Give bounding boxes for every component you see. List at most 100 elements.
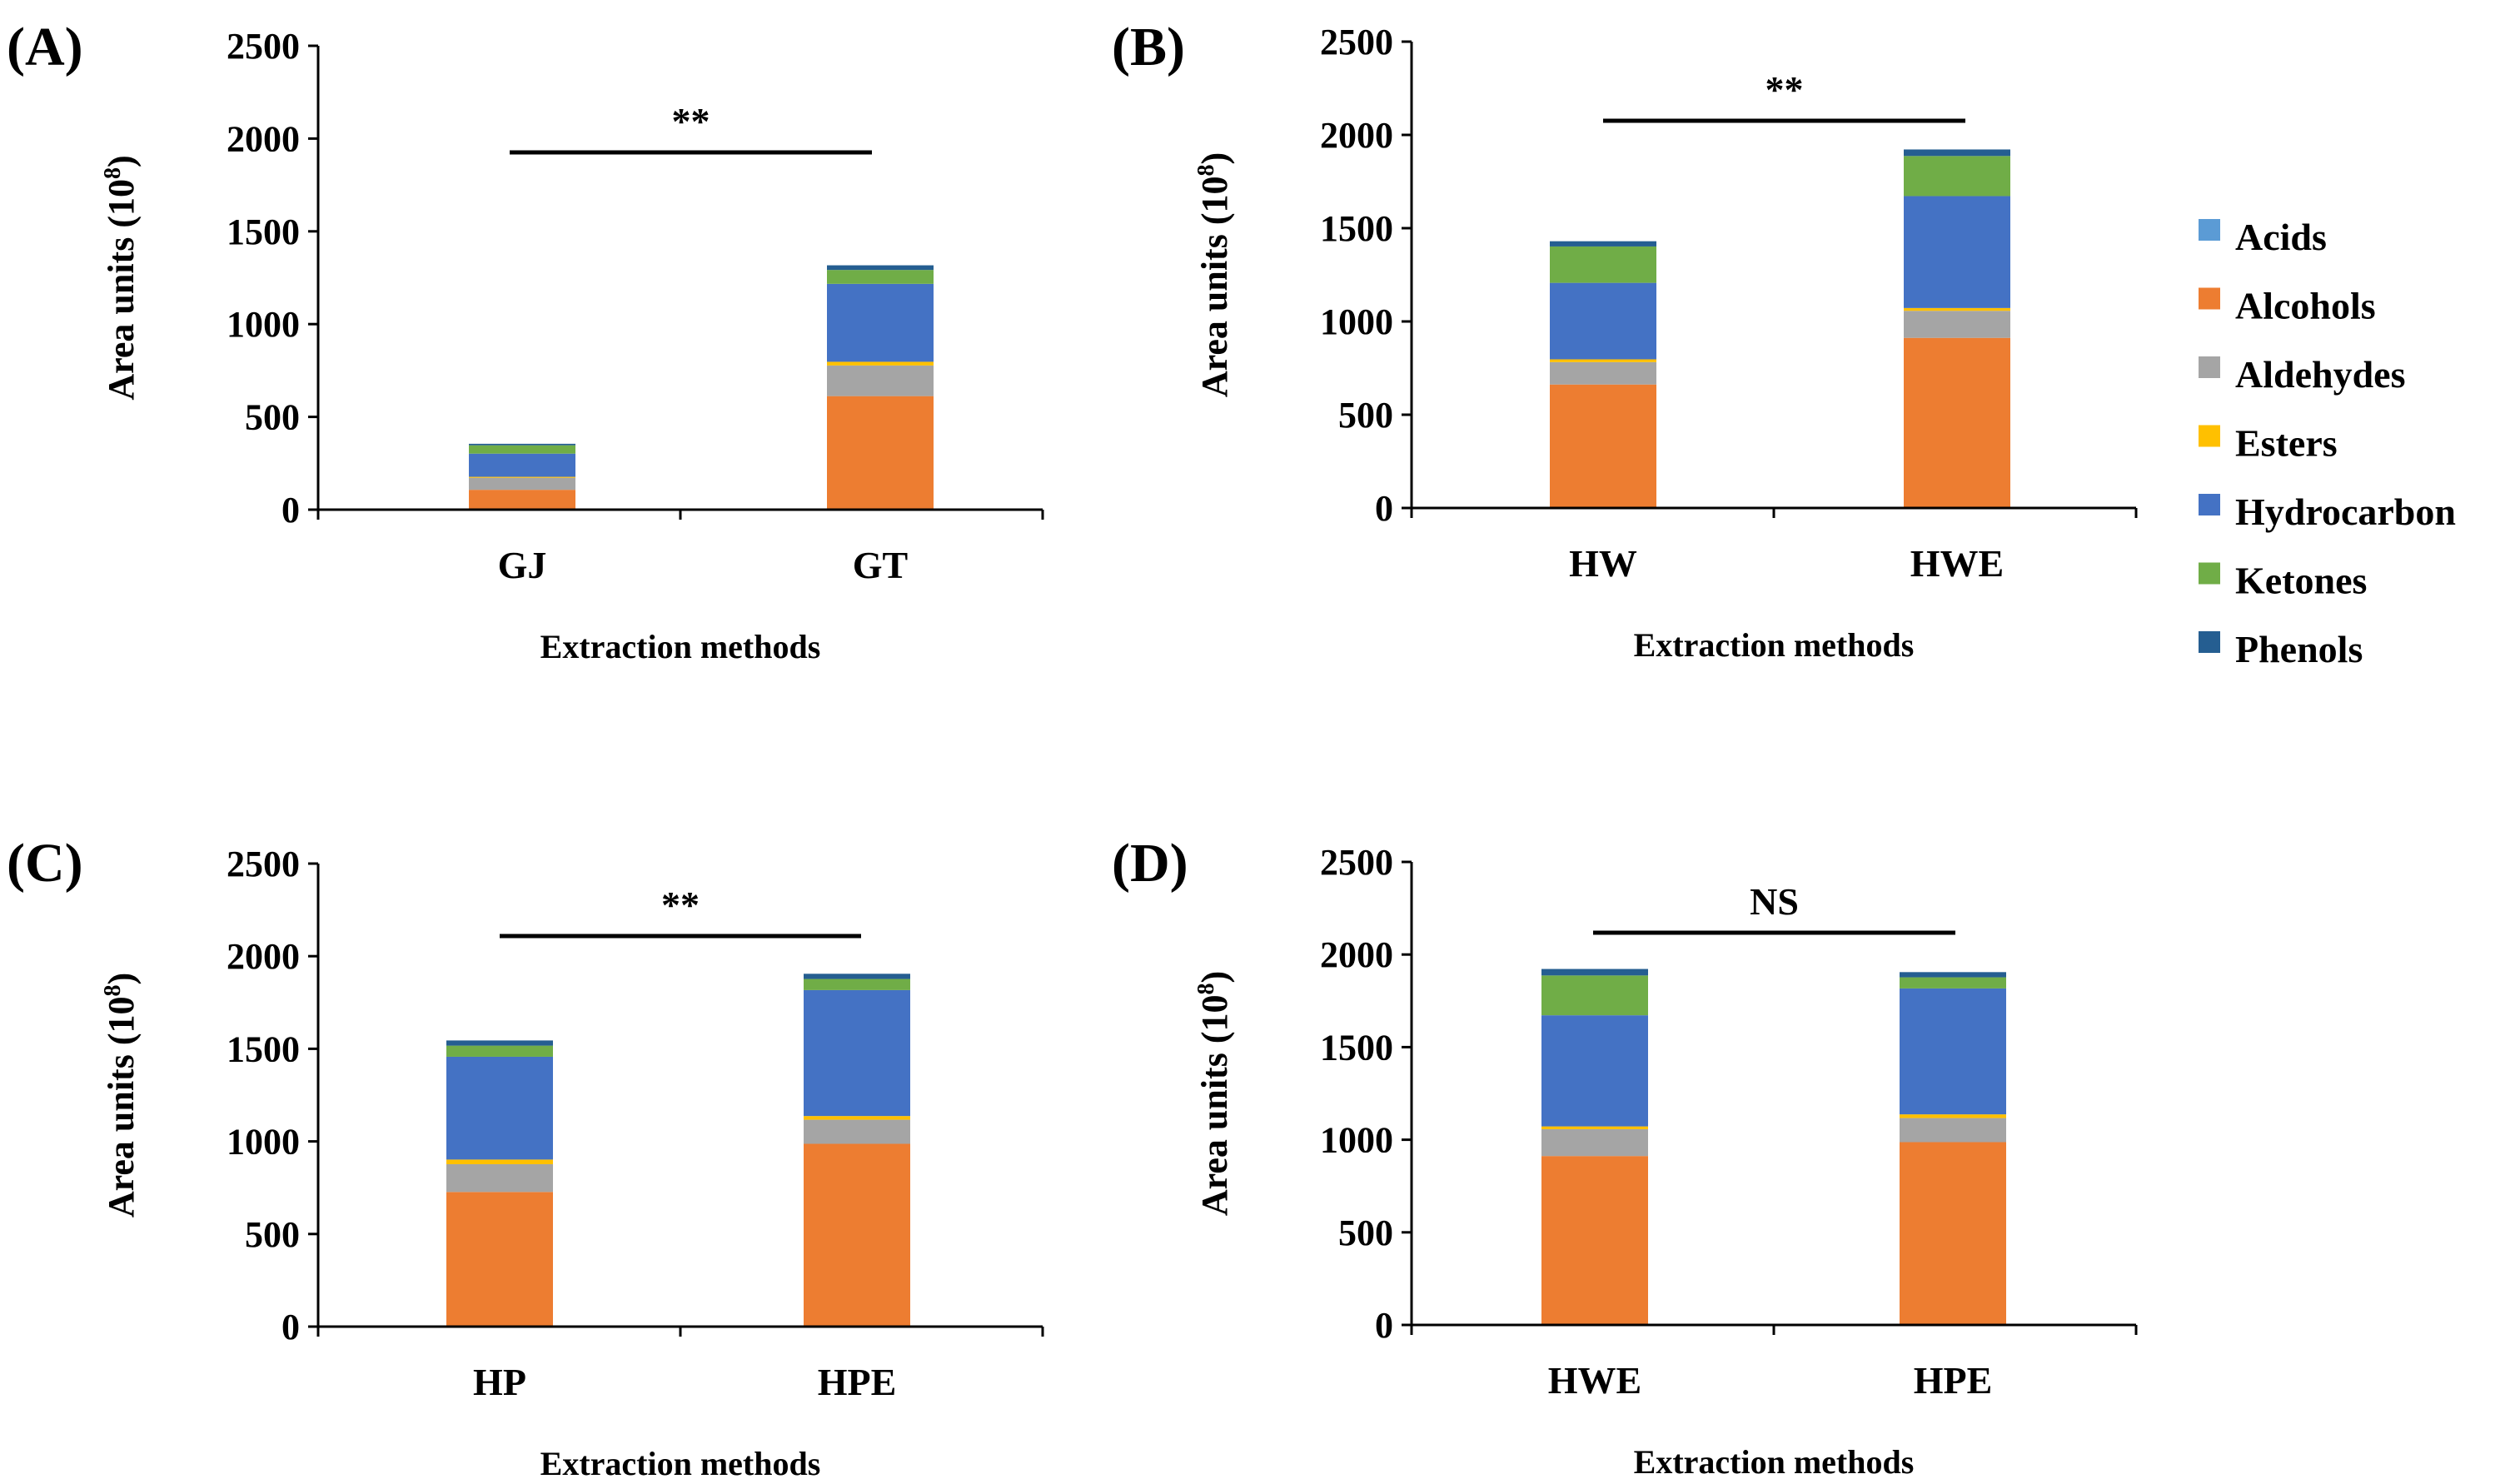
bar-segment-aldehydes-hp: [446, 1163, 553, 1193]
bar-segment-ketones-gj: [469, 445, 575, 454]
bar-segment-alcohols-hw: [1550, 384, 1656, 508]
bar-segment-hydrocarbon-hwe: [1541, 1015, 1648, 1127]
bar-segment-aldehydes-hwe: [1541, 1128, 1648, 1157]
bar-segment-ketones-hwe: [1541, 975, 1648, 1016]
legend-swatch-acids: [2199, 219, 2220, 241]
y-axis-title-sup-a: 8: [100, 167, 126, 179]
legend-swatch-alcohols: [2199, 287, 2220, 310]
bar-segment-alcohols-hpe: [1900, 1142, 2006, 1325]
y-axis-title-text-c: Area units (10: [101, 997, 142, 1218]
bar-segment-hydrocarbon-gt: [827, 283, 934, 362]
bar-segment-aldehydes-hw: [1550, 361, 1656, 385]
legend-swatch-esters: [2199, 425, 2220, 447]
category-label-hwe: HWE: [1910, 542, 2004, 585]
y-axis-title-close-b: ): [1194, 152, 1235, 165]
bar-segment-esters-hwe: [1904, 307, 2010, 311]
axes-c: [308, 862, 1044, 1337]
category-label-gj: GJ: [498, 544, 547, 586]
y-tick-label: 1500: [1320, 208, 1393, 249]
bar-segment-ketones-hwe: [1904, 156, 2010, 197]
legend-label-hydrocarbon: Hydrocarbon: [2235, 491, 2456, 533]
y-tick-label: 2500: [227, 844, 300, 884]
y-tick-label: 1500: [227, 1028, 300, 1069]
bar-segment-aldehydes-hpe: [1900, 1118, 2006, 1143]
y-tick-label: 1000: [1320, 301, 1393, 342]
bar-segment-alcohols-hwe: [1541, 1156, 1648, 1325]
bar-segment-esters-hpe: [1900, 1114, 2006, 1118]
y-axis-title-c: Area units (108): [100, 973, 142, 1218]
category-label-hwe: HWE: [1548, 1359, 1641, 1402]
y-tick-label: 1000: [1320, 1120, 1393, 1161]
legend-swatch-hydrocarbon: [2199, 494, 2220, 515]
category-labels-d: HWE HPE: [1548, 1359, 1993, 1402]
bar-segment-phenols-hw: [1550, 241, 1656, 247]
bar-segment-aldehydes-gj: [469, 477, 575, 491]
bar-segment-phenols-hwe: [1541, 969, 1648, 976]
y-tick-label: 2500: [1320, 22, 1393, 62]
y-tick-label: 1000: [227, 1122, 300, 1163]
bar-segment-alcohols-hp: [446, 1192, 553, 1327]
bar-segment-hydrocarbon-hw: [1550, 282, 1656, 360]
y-tick-label: 0: [1375, 1305, 1393, 1346]
bar-segment-aldehydes-hpe: [804, 1119, 910, 1144]
bars-c: [446, 974, 910, 1327]
bar-segment-esters-hpe: [804, 1116, 910, 1120]
legend-label-alcohols: Alcohols: [2235, 285, 2376, 327]
y-tick-label: 2000: [227, 936, 300, 977]
panel-label-d: (D): [1112, 833, 1188, 894]
category-label-hp: HP: [473, 1361, 526, 1403]
bar-segment-esters-hw: [1550, 359, 1656, 362]
legend-swatch-ketones: [2199, 562, 2220, 585]
bar-segment-hydrocarbon-hwe: [1904, 196, 2010, 308]
bar-segment-hydrocarbon-hp: [446, 1056, 553, 1160]
y-tick-label: 1500: [1320, 1027, 1393, 1068]
y-tick-label: 2500: [1320, 842, 1393, 883]
bar-segment-phenols-hpe: [804, 974, 910, 979]
y-axis-title-close-a: ): [101, 155, 142, 167]
category-label-hw: HW: [1569, 542, 1637, 585]
significance-label-c: **: [661, 884, 700, 926]
category-label-hpe: HPE: [818, 1361, 897, 1403]
y-axis-title-close-d: ): [1194, 971, 1235, 984]
panel-d: (D) 0 500 1000 1500 2000 2500 HWE HPE NS Extra…: [1112, 833, 2138, 1481]
y-axis-title-sup-c: 8: [100, 985, 126, 997]
axes-a: [308, 44, 1044, 520]
significance-label-a: **: [672, 100, 710, 142]
y-axis-title-text-a: Area units (10: [101, 179, 142, 401]
y-tick-labels-c: 0 500 1000 1500 2000 2500: [227, 844, 300, 1347]
bar-segment-esters-gj: [469, 476, 575, 478]
panel-label-a: (A): [7, 17, 83, 77]
category-labels-c: HP HPE: [473, 1361, 896, 1403]
bar-segment-aldehydes-hwe: [1904, 311, 2010, 338]
legend-label-ketones: Ketones: [2235, 560, 2367, 602]
bar-segment-esters-hwe: [1541, 1126, 1648, 1129]
bar-segment-ketones-hp: [446, 1045, 553, 1057]
y-tick-label: 2000: [1320, 934, 1393, 975]
bar-segment-ketones-gt: [827, 270, 934, 284]
x-axis-title-a: Extraction methods: [540, 628, 821, 665]
bar-segment-phenols-hwe: [1904, 149, 2010, 157]
bar-segment-alcohols-gj: [469, 490, 575, 510]
axes-b: [1402, 40, 2138, 518]
y-tick-label: 2500: [227, 26, 300, 67]
y-tick-label: 1500: [227, 212, 300, 252]
y-tick-label: 0: [1375, 488, 1393, 529]
y-tick-label: 500: [245, 1214, 300, 1255]
bar-segment-hydrocarbon-hpe: [804, 989, 910, 1117]
y-tick-label: 500: [1338, 395, 1393, 436]
y-tick-label: 2000: [1320, 115, 1393, 156]
bar-segment-ketones-hpe: [1900, 977, 2006, 989]
legend-label-acids: Acids: [2235, 216, 2327, 258]
bar-segment-ketones-hw: [1550, 246, 1656, 283]
legend-label-esters: Esters: [2235, 422, 2338, 465]
x-axis-title-c: Extraction methods: [540, 1445, 821, 1482]
bar-segment-phenols-gt: [827, 265, 934, 271]
panel-label-b: (B): [1112, 17, 1185, 77]
y-tick-label: 2000: [227, 118, 300, 159]
bar-segment-hydrocarbon-gj: [469, 453, 575, 477]
axes-d: [1402, 860, 2138, 1335]
y-axis-title-text-b: Area units (10: [1194, 177, 1235, 398]
y-tick-labels-d: 0 500 1000 1500 2000 2500: [1320, 842, 1393, 1346]
bar-segment-alcohols-hpe: [804, 1143, 910, 1327]
